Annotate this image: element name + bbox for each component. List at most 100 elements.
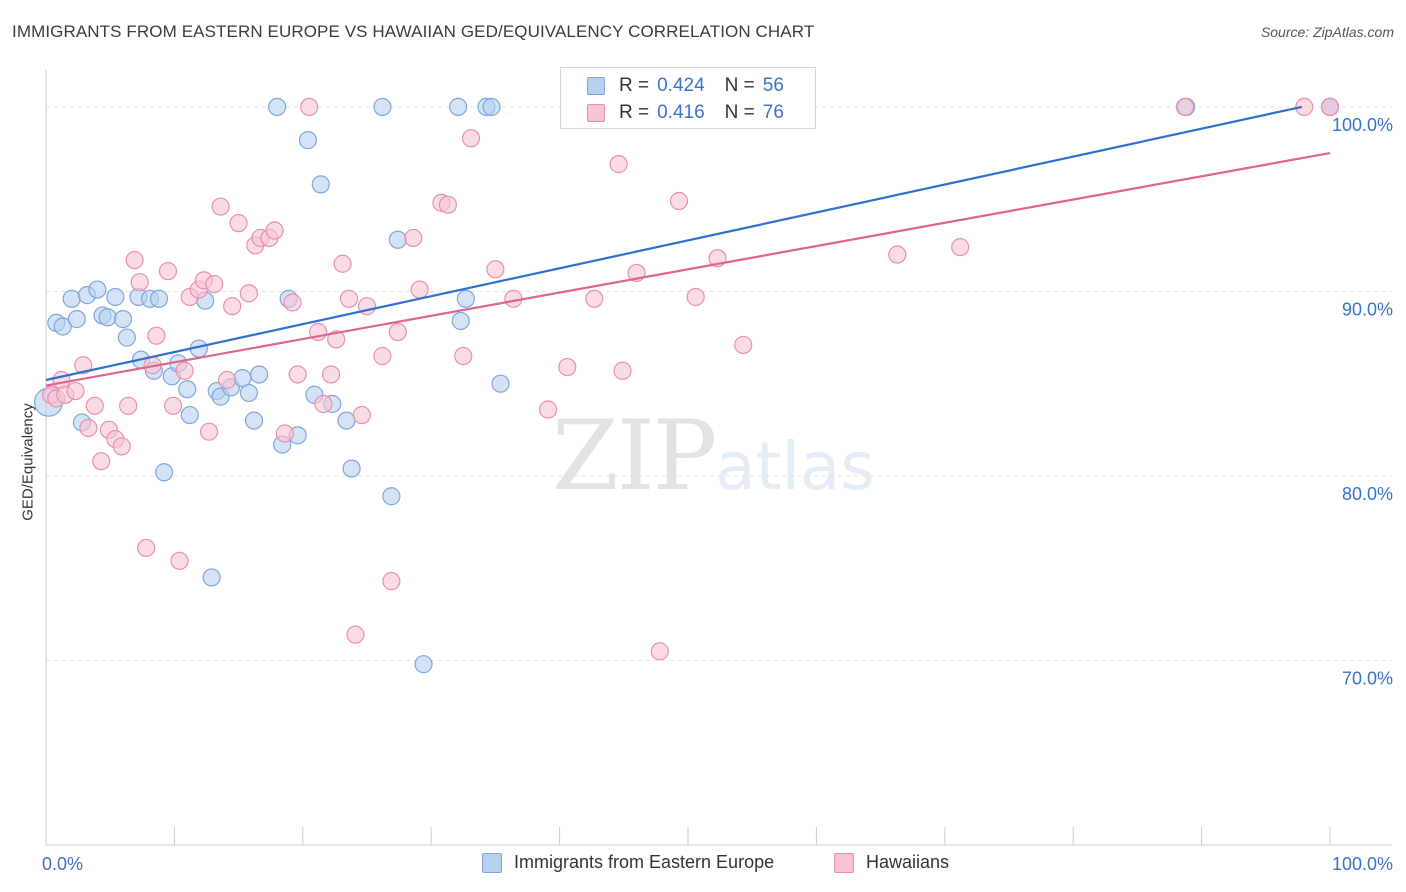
y-tick-label: 100.0% [1332,115,1393,135]
point-hawaiians [585,289,604,308]
point-eastern-europe [117,328,136,347]
y-tick-label: 80.0% [1342,484,1393,504]
point-hawaiians [650,642,669,661]
point-hawaiians [410,280,429,299]
y-tick-label: 90.0% [1342,299,1393,319]
legend-r-value: 0.416 [657,102,705,123]
point-eastern-europe [180,405,199,425]
point-eastern-europe [451,311,470,331]
legend-r-value: 0.424 [657,75,705,96]
legend-swatch-blue [482,852,502,873]
axis-layer [45,70,1392,846]
point-hawaiians [170,551,189,570]
point-eastern-europe [311,175,330,194]
point-hawaiians [300,97,319,117]
legend-swatch-pink [834,852,854,873]
legend-item-hawaiians[interactable]: Hawaiians [834,852,949,873]
point-hawaiians [686,287,705,307]
legend-swatch-blue [587,77,605,95]
point-eastern-europe [62,289,81,308]
point-eastern-europe [268,97,287,117]
legend-n-value: 76 [762,102,784,123]
point-hawaiians [283,293,302,312]
point-hawaiians [119,396,138,415]
point-hawaiians [92,452,111,471]
point-hawaiians [112,437,131,456]
point-eastern-europe [388,230,407,249]
trend-layer [45,105,1331,387]
point-hawaiians [339,289,359,308]
point-hawaiians [79,418,98,438]
point-eastern-europe [456,289,475,308]
point-eastern-europe [67,310,86,329]
point-eastern-europe [414,655,433,674]
point-eastern-europe [298,131,318,150]
point-hawaiians [275,424,294,443]
point-hawaiians [388,322,407,342]
point-eastern-europe [382,487,401,506]
point-hawaiians [66,381,85,401]
point-hawaiians [125,250,144,270]
stats-legend: R = 0.424 N = 56 R = 0.416 N = 76 [560,67,816,129]
point-hawaiians [229,214,248,233]
series-legend: Immigrants from Eastern Europe Hawaiians [0,852,1406,878]
point-hawaiians [223,297,242,316]
point-hawaiians [314,394,333,414]
point-eastern-europe [149,289,169,308]
x-tick-label: 100.0% [1332,854,1393,874]
point-hawaiians [211,197,230,216]
y-tick-label: 70.0% [1342,668,1393,688]
point-eastern-europe [155,463,174,482]
point-hawaiians [538,400,558,419]
points-layer [33,97,1340,674]
trendline-hawaiians [45,151,1331,387]
point-hawaiians [321,365,341,384]
point-hawaiians [327,330,346,349]
legend-n-label: N = [724,75,755,96]
point-hawaiians [404,228,423,248]
point-hawaiians [205,274,224,294]
point-eastern-europe [342,459,361,478]
point-hawaiians [137,538,156,558]
point-hawaiians [352,405,371,425]
point-hawaiians [147,326,166,345]
point-hawaiians [239,284,258,303]
point-eastern-europe [449,97,468,117]
point-eastern-europe [88,280,107,299]
legend-row-series2: R = 0.416 N = 76 [587,101,784,125]
trendline-eastern-europe [45,105,1302,382]
point-hawaiians [265,221,284,240]
point-eastern-europe [239,383,258,403]
point-eastern-europe [106,287,125,307]
point-hawaiians [951,238,970,257]
point-eastern-europe [482,97,501,117]
point-hawaiians [158,262,178,281]
y-axis-label: GED/Equivalency [19,403,37,521]
legend-r-label: R = [619,75,650,96]
x-tick-label: 0.0% [42,854,83,874]
point-hawaiians [438,195,457,214]
legend-r-label: R = [619,102,650,123]
point-hawaiians [74,356,93,375]
point-hawaiians [669,191,689,211]
point-eastern-europe [337,411,356,430]
legend-item-eastern-europe[interactable]: Immigrants from Eastern Europe [482,852,774,873]
point-hawaiians [461,129,481,148]
point-hawaiians [217,370,237,390]
point-hawaiians [130,273,149,292]
point-eastern-europe [178,380,197,399]
point-hawaiians [613,361,632,380]
point-hawaiians [454,346,473,366]
point-hawaiians [175,361,194,380]
point-eastern-europe [244,411,264,430]
legend-n-label: N = [724,102,755,123]
point-hawaiians [1295,97,1314,117]
point-eastern-europe [113,310,133,329]
point-hawaiians [609,155,628,174]
point-eastern-europe [53,317,72,336]
point-hawaiians [333,254,352,273]
point-eastern-europe [491,374,510,393]
chart-title: IMMIGRANTS FROM EASTERN EUROPE VS HAWAII… [12,22,815,41]
point-hawaiians [199,422,219,441]
point-hawaiians [288,365,307,384]
